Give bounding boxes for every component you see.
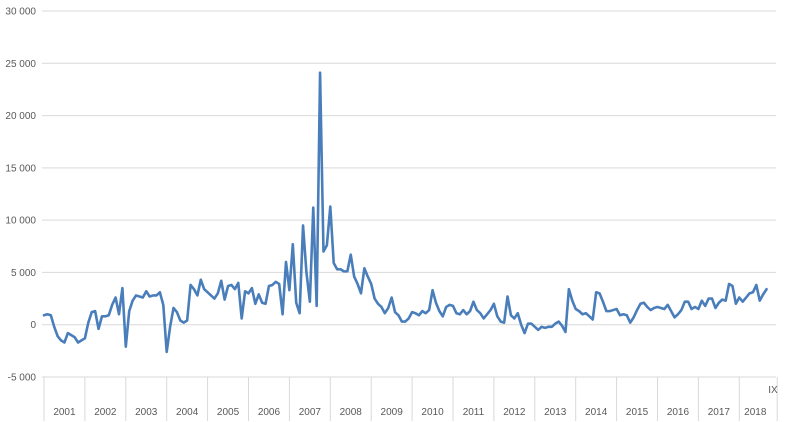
- y-tick-label: -5 000: [8, 373, 37, 384]
- x-tick-label: 2016: [667, 407, 690, 418]
- y-axis-tick-labels: -5 000 0 5 000 10 000 15 000 20 000 25 000 30 0…: [5, 7, 36, 384]
- x-tick-label: 2011: [463, 407, 485, 418]
- x-tick-label: 2003: [135, 407, 158, 418]
- x-tick-label: 2017: [708, 407, 731, 418]
- y-tick-label: 0: [30, 320, 36, 331]
- y-tick-label: 10 000: [5, 216, 36, 227]
- x-axis: 2001 2002 2003 2004 2005 2006 2007 2008 2009 2010…: [43, 377, 778, 421]
- y-tick-label: 15 000: [5, 163, 36, 174]
- x-tick-label: 2018: [744, 407, 767, 418]
- y-tick-label: 30 000: [5, 7, 36, 18]
- x-tick-label: 2002: [94, 407, 117, 418]
- gridlines: [42, 10, 776, 378]
- x-tick-label: 2009: [381, 407, 404, 418]
- x-tick-label: 2014: [585, 407, 608, 418]
- x-tick-label: 2013: [544, 407, 567, 418]
- series-line: [42, 71, 768, 354]
- x-end-label: IX: [768, 385, 778, 396]
- x-tick-label: 2008: [340, 407, 363, 418]
- x-tick-label: 2006: [258, 407, 281, 418]
- x-tick-label: 2005: [217, 407, 240, 418]
- x-tick-label: 2015: [626, 407, 649, 418]
- y-tick-label: 20 000: [5, 111, 36, 122]
- x-tick-label: 2010: [421, 407, 444, 418]
- y-tick-label: 5 000: [11, 268, 36, 279]
- y-tick-label: 25 000: [5, 59, 36, 70]
- x-tick-label: 2012: [503, 407, 526, 418]
- x-tick-label: 2001: [53, 407, 76, 418]
- x-tick-label: 2004: [176, 407, 199, 418]
- x-tick-label: 2007: [299, 407, 322, 418]
